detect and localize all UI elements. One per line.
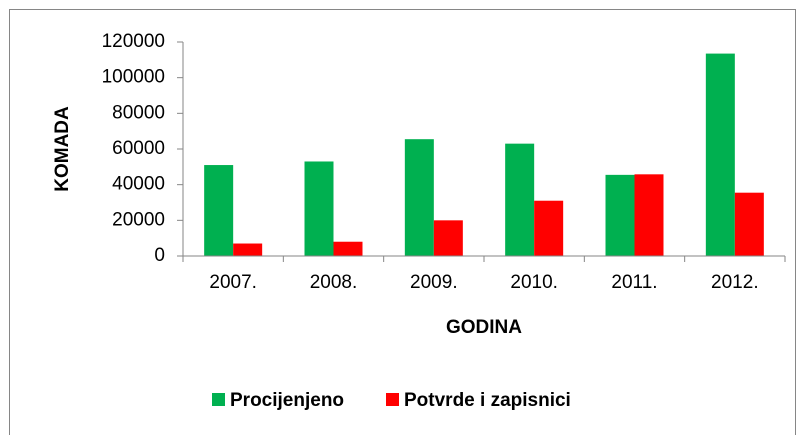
legend-label: Potvrde i zapisnici [404,390,571,411]
bar [734,192,764,256]
legend-swatch [386,393,399,406]
bar [204,165,234,256]
x-tick-label: 2007. [209,272,257,293]
bar [534,200,564,256]
x-tick-label: 2012. [711,272,759,293]
legend-label: Procijenjeno [230,390,344,411]
x-tick-label: 2009. [410,272,458,293]
y-tick-label: 60000 [112,138,165,159]
y-tick-label: 20000 [112,209,165,230]
bar [634,174,664,256]
bar [433,220,463,256]
y-tick-label: 0 [154,245,165,266]
chart-frame [9,9,796,435]
bar [333,241,363,256]
y-axis-title: KOMADA [52,106,73,192]
bar [233,243,263,256]
bar [404,139,434,256]
x-tick-label: 2008. [310,272,358,293]
y-tick-label: 120000 [102,31,165,52]
x-axis-title: GODINA [446,317,522,338]
x-tick-label: 2011. [611,272,657,293]
x-tick-label: 2010. [510,272,558,293]
y-tick-label: 100000 [102,67,165,88]
y-tick-label: 80000 [112,102,165,123]
legend-swatch [212,393,225,406]
bar [705,53,735,256]
bar [605,174,635,256]
bar [304,161,334,256]
y-tick-label: 40000 [112,174,165,195]
bar [505,143,535,256]
